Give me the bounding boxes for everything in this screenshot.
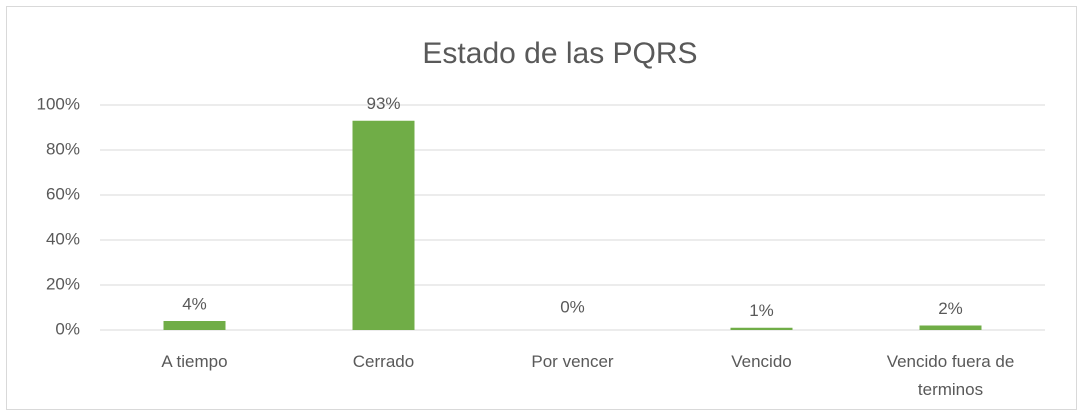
x-tick-label: Cerrado bbox=[352, 352, 415, 371]
y-tick-label: 0% bbox=[55, 319, 80, 338]
chart-border bbox=[6, 6, 1077, 410]
y-tick-label: 40% bbox=[46, 229, 80, 248]
data-label: 0% bbox=[560, 297, 585, 316]
data-label: 1% bbox=[749, 301, 774, 320]
chart-title: Estado de las PQRS bbox=[422, 37, 697, 70]
x-tick-label: Vencido bbox=[731, 352, 792, 371]
x-tick-label: A tiempo bbox=[161, 352, 228, 371]
data-label: 2% bbox=[938, 299, 963, 318]
bar bbox=[352, 120, 415, 330]
data-label: 4% bbox=[182, 294, 207, 313]
y-tick-label: 80% bbox=[46, 139, 80, 158]
bar bbox=[163, 321, 226, 330]
y-tick-label: 20% bbox=[46, 274, 80, 293]
x-tick-label: Por vencer bbox=[531, 352, 614, 371]
x-tick-label: Vencido fuera de terminos bbox=[886, 352, 1015, 399]
bar bbox=[730, 327, 793, 330]
y-tick-label: 100% bbox=[37, 94, 80, 113]
data-label: 93% bbox=[366, 94, 400, 113]
bar bbox=[919, 325, 982, 330]
y-tick-label: 60% bbox=[46, 184, 80, 203]
